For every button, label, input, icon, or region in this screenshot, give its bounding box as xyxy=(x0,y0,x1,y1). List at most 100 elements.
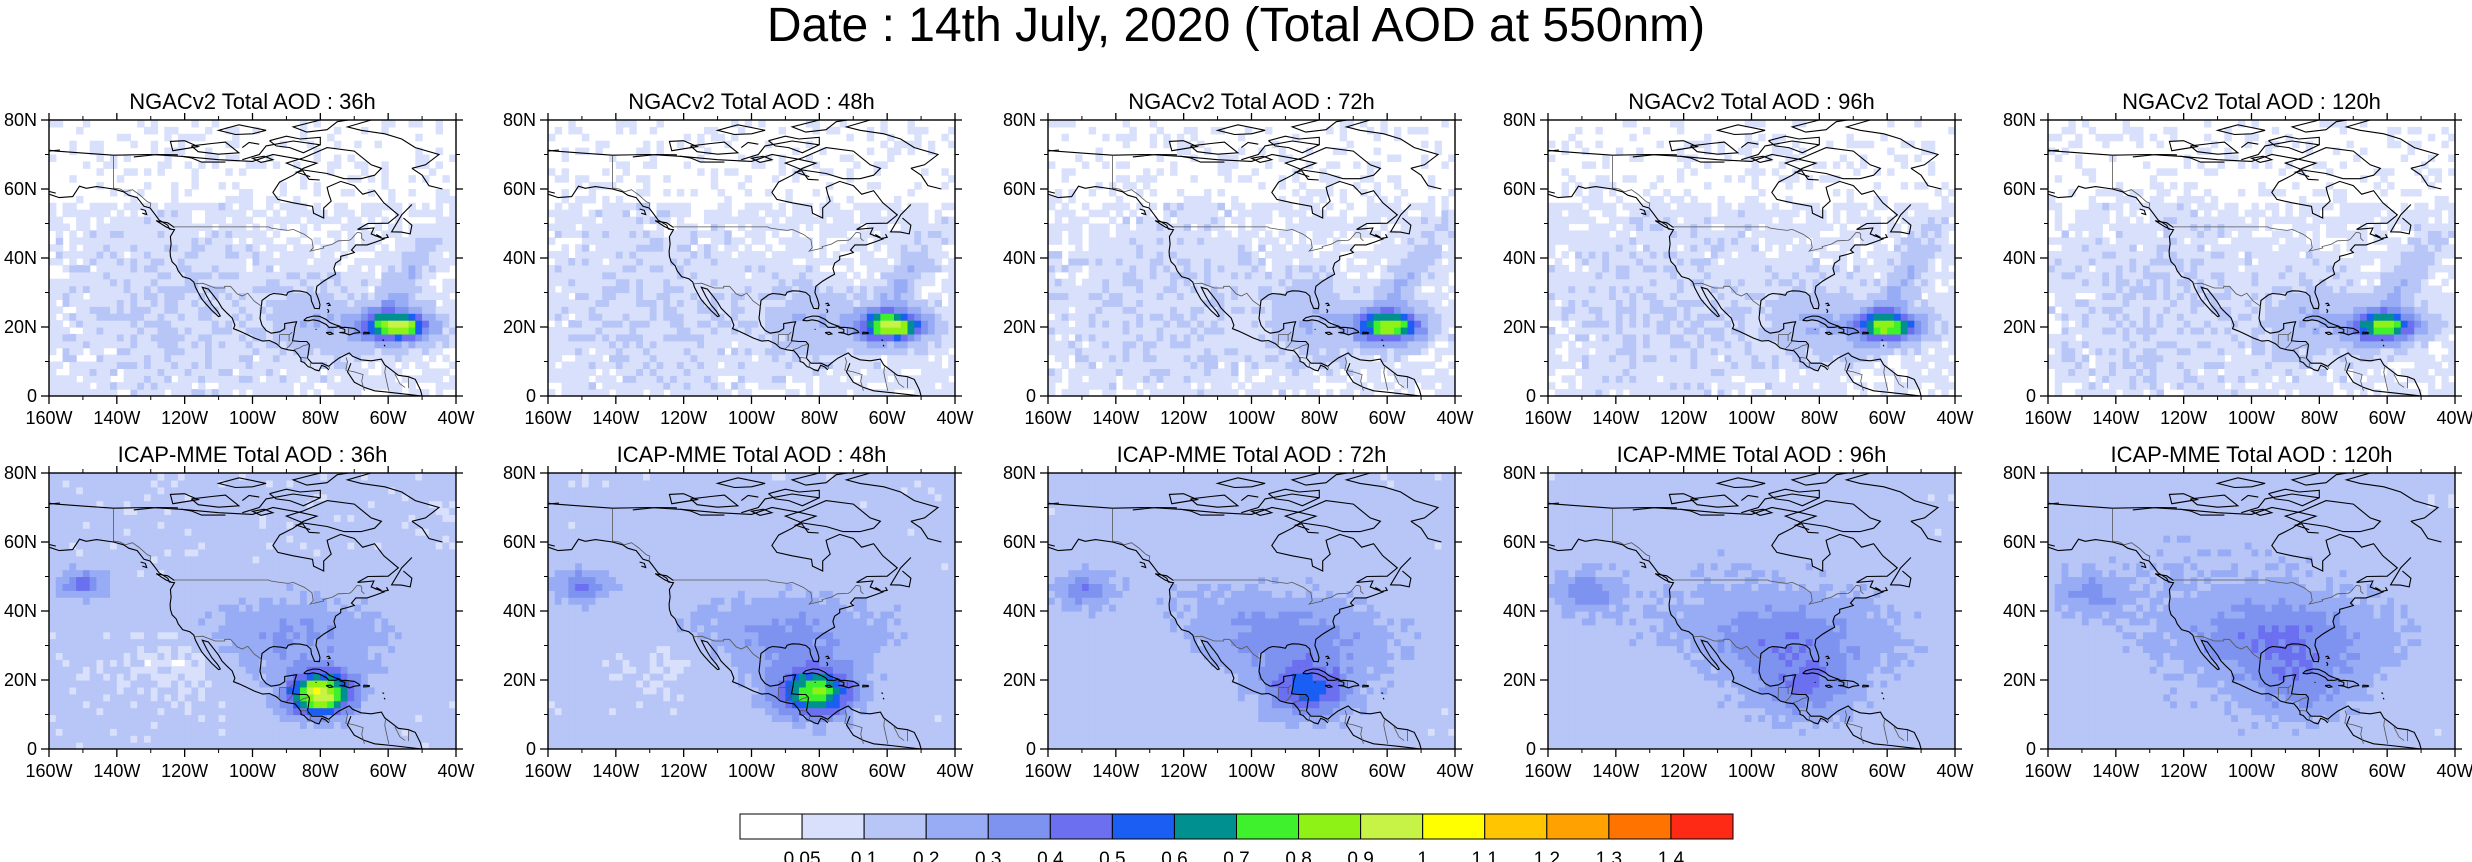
colorbar-swatch xyxy=(1173,813,1237,840)
lon-tick-label: 140W xyxy=(2092,408,2139,428)
colorbar-swatch xyxy=(1608,813,1672,840)
lat-tick-label: 60N xyxy=(503,532,536,552)
map-panel: ICAP-MME Total AOD : 120h 160W 140W 120W 100… xyxy=(2003,442,2472,781)
colorbar-label: 1.2 xyxy=(1534,849,1560,862)
lon-tick-label: 140W xyxy=(1592,408,1639,428)
coastlines xyxy=(2048,473,2442,749)
lat-tick-label: 80N xyxy=(4,463,37,483)
lat-tick-label: 0 xyxy=(2026,386,2036,406)
aod-field xyxy=(49,120,456,396)
lon-tick-label: 80W xyxy=(801,761,838,781)
lon-tick-label: 100W xyxy=(2228,408,2275,428)
coastlines xyxy=(1048,473,1442,749)
lat-tick-label: 80N xyxy=(1503,463,1536,483)
colorbar-swatch xyxy=(1484,813,1548,840)
coastlines xyxy=(1548,120,1942,396)
lon-tick-label: 40W xyxy=(1936,408,1973,428)
lat-tick-label: 0 xyxy=(1026,739,1036,759)
colorbar-label: 1.4 xyxy=(1658,849,1685,862)
colorbar-label: 0.4 xyxy=(1037,849,1064,862)
lon-tick-label: 40W xyxy=(936,761,973,781)
colorbar-label: 0.7 xyxy=(1223,849,1249,862)
lon-tick-label: 80W xyxy=(801,408,838,428)
map-panel: NGACv2 Total AOD : 120h 160W 140W 120W 100W 8… xyxy=(2003,89,2472,428)
panel-title: ICAP-MME Total AOD : 120h xyxy=(2110,442,2392,467)
lon-tick-label: 40W xyxy=(2436,408,2472,428)
lon-tick-label: 60W xyxy=(1369,761,1406,781)
lon-tick-label: 160W xyxy=(2024,761,2071,781)
colorbar-swatch xyxy=(1670,813,1734,840)
coastlines xyxy=(2048,120,2442,396)
lat-tick-label: 80N xyxy=(1503,110,1536,130)
colorbar-swatch xyxy=(1360,813,1424,840)
lon-tick-label: 40W xyxy=(1936,761,1973,781)
lon-tick-label: 160W xyxy=(25,761,72,781)
lon-tick-label: 100W xyxy=(2228,761,2275,781)
lon-tick-label: 100W xyxy=(728,408,775,428)
panel-title: ICAP-MME Total AOD : 96h xyxy=(1617,442,1887,467)
lat-tick-label: 80N xyxy=(503,110,536,130)
lat-tick-label: 20N xyxy=(1503,317,1536,337)
coastlines xyxy=(49,473,443,749)
lat-tick-label: 60N xyxy=(1503,179,1536,199)
coastlines xyxy=(1048,120,1442,396)
panel-title: NGACv2 Total AOD : 72h xyxy=(1128,89,1375,114)
panel-title: NGACv2 Total AOD : 120h xyxy=(2122,89,2381,114)
map-panel: NGACv2 Total AOD : 48h 160W 140W 120W 100W 80… xyxy=(503,89,974,428)
lat-tick-label: 60N xyxy=(1503,532,1536,552)
lat-tick-label: 60N xyxy=(2003,179,2036,199)
colorbar-swatch xyxy=(863,813,927,840)
lon-tick-label: 120W xyxy=(1160,761,1207,781)
map-panel: NGACv2 Total AOD : 72h 160W 140W 120W 100W 80… xyxy=(1003,89,1474,428)
lat-tick-label: 20N xyxy=(1003,670,1036,690)
lat-tick-label: 20N xyxy=(1503,670,1536,690)
colorbar-label: 0.05 xyxy=(784,849,821,862)
lon-tick-label: 40W xyxy=(437,761,474,781)
map-panel: ICAP-MME Total AOD : 48h 160W 140W 120W 100W… xyxy=(503,442,974,781)
colorbar-label: 1 xyxy=(1417,849,1428,862)
lon-tick-label: 40W xyxy=(1436,408,1473,428)
lon-tick-label: 100W xyxy=(1728,408,1775,428)
lat-tick-label: 80N xyxy=(1003,463,1036,483)
lon-tick-label: 80W xyxy=(302,408,339,428)
lat-tick-label: 80N xyxy=(4,110,37,130)
coastlines xyxy=(1548,473,1942,749)
panel-title: NGACv2 Total AOD : 48h xyxy=(628,89,875,114)
lon-tick-label: 100W xyxy=(728,761,775,781)
lon-tick-label: 80W xyxy=(302,761,339,781)
lat-tick-label: 0 xyxy=(27,386,37,406)
lon-tick-label: 160W xyxy=(1024,408,1071,428)
lon-tick-label: 140W xyxy=(93,761,140,781)
aod-field xyxy=(1548,120,1955,396)
lon-tick-label: 160W xyxy=(1024,761,1071,781)
aod-field xyxy=(2048,473,2455,749)
lon-tick-label: 160W xyxy=(524,408,571,428)
lat-tick-label: 40N xyxy=(503,601,536,621)
colorbar-swatch xyxy=(1111,813,1175,840)
lat-tick-label: 20N xyxy=(4,670,37,690)
lon-tick-label: 40W xyxy=(437,408,474,428)
lat-tick-label: 60N xyxy=(1003,179,1036,199)
lat-tick-label: 0 xyxy=(2026,739,2036,759)
colorbar-label: 0.9 xyxy=(1347,849,1373,862)
lon-tick-label: 60W xyxy=(370,408,407,428)
colorbar-swatch xyxy=(1298,813,1362,840)
map-panel: ICAP-MME Total AOD : 36h 160W 140W 120W 100W… xyxy=(4,442,475,781)
aod-field xyxy=(548,473,955,749)
lon-tick-label: 120W xyxy=(161,761,208,781)
lon-tick-label: 100W xyxy=(229,761,276,781)
lon-tick-label: 140W xyxy=(1092,761,1139,781)
lon-tick-label: 160W xyxy=(1524,761,1571,781)
lat-tick-label: 0 xyxy=(1526,739,1536,759)
lat-tick-label: 40N xyxy=(1003,601,1036,621)
colorbar-label: 1.3 xyxy=(1596,849,1622,862)
lat-tick-label: 0 xyxy=(1026,386,1036,406)
colorbar-label: 0.1 xyxy=(851,849,877,862)
lon-tick-label: 60W xyxy=(869,761,906,781)
lat-tick-label: 80N xyxy=(503,463,536,483)
lon-tick-label: 80W xyxy=(1801,761,1838,781)
colorbar-swatch xyxy=(925,813,989,840)
coastlines xyxy=(548,120,942,396)
lat-tick-label: 60N xyxy=(4,179,37,199)
